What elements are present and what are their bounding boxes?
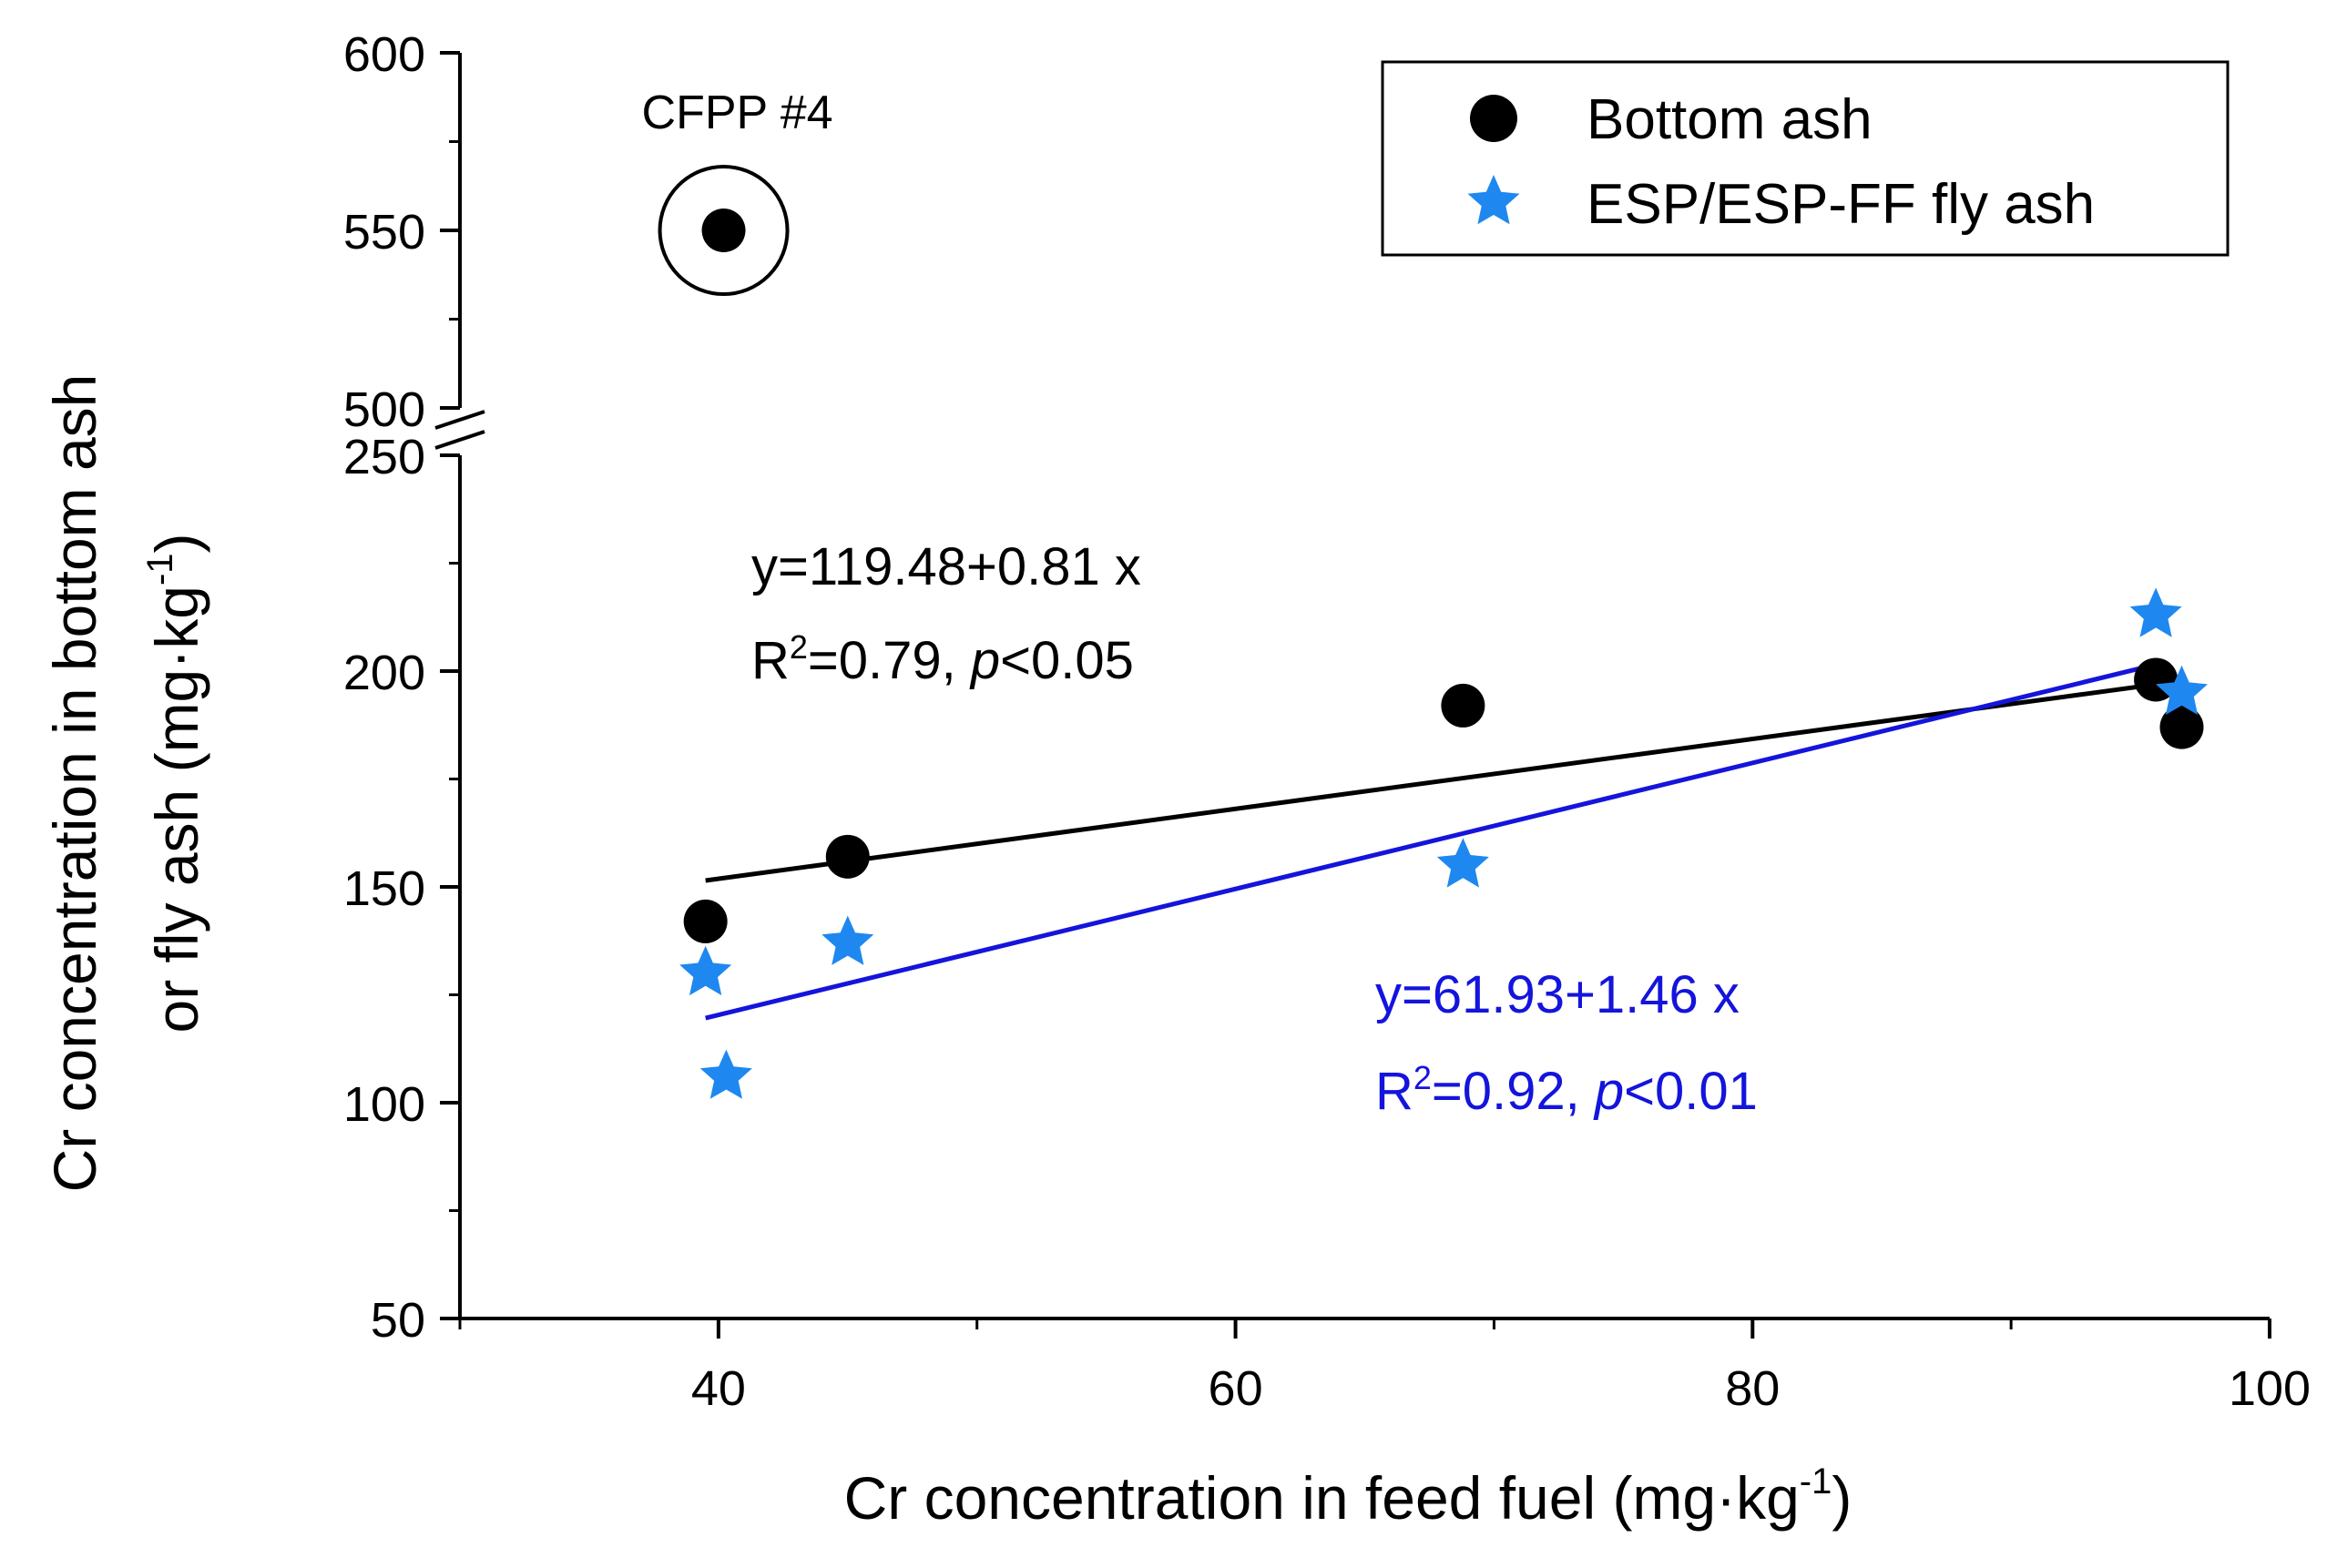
annotation-layer: CFPP #4	[642, 87, 833, 296]
fly-ash-point	[679, 945, 732, 996]
y-tick-label: 150	[343, 861, 425, 916]
legend: Bottom ash ESP/ESP-FF fly ash	[1381, 60, 2230, 257]
fly-ash-point	[2156, 665, 2208, 715]
legend-label-fly-ash: ESP/ESP-FF fly ash	[1587, 173, 2095, 236]
y-tick-label: 250	[343, 430, 425, 484]
y-axis-title-line2: or fly ash (mg·kg-1)	[140, 533, 210, 1033]
bottom-ash-fit-line	[705, 678, 2182, 883]
fly-ash-fit-equation: y=61.93+1.46 x	[1375, 965, 1740, 1024]
x-tick-label: 80	[1725, 1361, 1780, 1416]
fly-ash-fit-line	[705, 662, 2157, 1021]
bottom-ash-point	[701, 209, 746, 252]
legend-box	[1381, 60, 2230, 257]
legend-marker-bottom-ash	[1470, 95, 1517, 142]
bottom-ash-point	[1441, 683, 1485, 728]
legend-marker-fly-ash	[1467, 175, 1520, 225]
data-points	[679, 209, 2208, 1099]
x-tick-label: 100	[2229, 1361, 2311, 1416]
y-tick-label: 50	[371, 1293, 425, 1348]
annotation-ring	[658, 165, 790, 296]
bottom-ash-fit-stats: R2=0.79, p<0.05	[751, 628, 1134, 690]
y-axis-title-line1: Cr concentration in bottom ash	[41, 374, 108, 1193]
bottom-ash-point	[2159, 705, 2204, 749]
legend-label-bottom-ash: Bottom ash	[1587, 88, 1873, 151]
bottom-ash-point	[683, 899, 728, 943]
fly-ash-point	[1436, 838, 1489, 888]
fly-ash-fit-stats: R2=0.92, p<0.01	[1375, 1059, 1758, 1121]
y-tick-label: 550	[343, 205, 425, 260]
y-axis-title: Cr concentration in bottom ash or fly as…	[41, 374, 210, 1193]
annotation-label: CFPP #4	[642, 87, 833, 139]
fly-ash-point	[2129, 587, 2182, 637]
x-tick-label: 60	[1209, 1361, 1263, 1416]
bottom-ash-point	[825, 834, 870, 879]
fly-ash-point	[699, 1049, 752, 1099]
y-axis-break	[434, 410, 485, 450]
y-tick-label: 100	[343, 1077, 425, 1132]
bottom-ash-fit-equation: y=119.48+0.81 x	[751, 537, 1141, 596]
x-tick-label: 40	[691, 1361, 746, 1416]
y-tick-label: 600	[343, 27, 425, 82]
x-axis-title: Cr concentration in feed fuel (mg·kg-1)	[844, 1461, 1852, 1532]
fit-lines	[705, 662, 2182, 1021]
fly-ash-point	[822, 915, 874, 965]
y-tick-label: 200	[343, 646, 425, 700]
x-ticks: 40 60 80 100	[458, 1319, 2311, 1416]
y-tick-label: 500	[343, 382, 425, 437]
